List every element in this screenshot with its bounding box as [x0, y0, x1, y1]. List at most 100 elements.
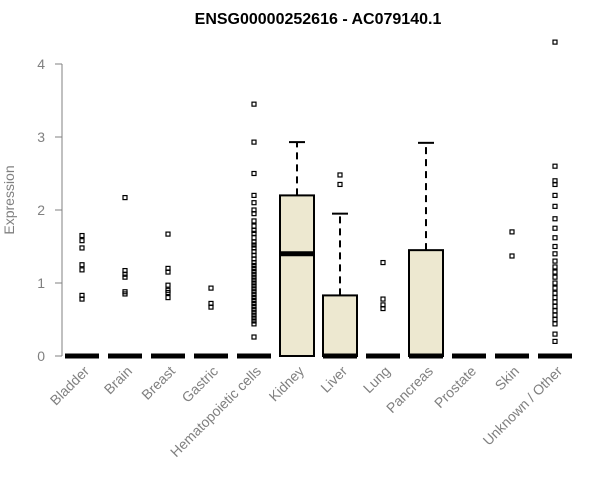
outlier-point: [251, 211, 257, 217]
outlier-point: [251, 312, 257, 318]
outlier-point: [380, 305, 386, 312]
outlier-point: [552, 331, 558, 337]
outlier-point: [552, 308, 558, 314]
outlier-point: [251, 262, 257, 269]
x-tick-label: Lung: [360, 363, 393, 396]
x-tick-label: Unknown / Other: [480, 363, 566, 449]
outlier-point: [552, 280, 558, 286]
box-skin: [495, 229, 529, 359]
box-iqr: [408, 249, 444, 357]
outlier-point: [251, 218, 257, 224]
outlier-point: [552, 299, 558, 305]
box-unknown-other: [538, 39, 572, 359]
outlier-point: [122, 291, 128, 297]
outlier-point: [337, 172, 343, 178]
outlier-point: [79, 238, 85, 244]
outlier-point: [251, 318, 257, 324]
outlier-point: [251, 280, 257, 286]
outlier-point: [251, 292, 257, 298]
outlier-point: [251, 283, 257, 289]
box-iqr: [279, 194, 315, 357]
outlier-point: [251, 239, 257, 245]
outlier-point: [251, 334, 257, 340]
outlier-point: [251, 306, 257, 312]
outlier-point: [552, 303, 558, 309]
outlier-point: [251, 274, 257, 280]
outlier-point: [552, 338, 558, 344]
y-tick-label: 4: [37, 56, 45, 72]
outlier-point: [122, 194, 128, 201]
outlier-point: [251, 297, 257, 304]
outlier-point: [552, 216, 558, 222]
box-hematopoietic-cells: [237, 101, 271, 359]
outlier-point: [552, 316, 558, 323]
outlier-point: [251, 101, 257, 107]
outlier-point: [251, 242, 257, 248]
outlier-point: [208, 285, 214, 291]
y-tick-label: 3: [37, 129, 45, 145]
outlier-point: [79, 232, 85, 239]
x-tick-label: Bladder: [47, 363, 93, 409]
outlier-point: [251, 300, 257, 307]
box-gastric: [194, 285, 228, 359]
outlier-point: [251, 277, 257, 283]
outlier-point: [552, 235, 558, 241]
outlier-point: [509, 253, 515, 259]
outlier-point: [552, 225, 558, 231]
outlier-point: [251, 265, 257, 271]
outlier-point: [79, 267, 85, 273]
y-axis: 0 1 2 3 4: [37, 56, 63, 364]
outlier-point: [552, 269, 558, 275]
outlier-point: [552, 39, 558, 45]
outlier-point: [552, 203, 558, 209]
outlier-point: [251, 295, 257, 301]
outlier-point: [165, 231, 171, 237]
x-tick-label: Pancreas: [383, 363, 436, 416]
outlier-point: [79, 262, 85, 268]
outlier-point: [208, 304, 214, 310]
y-tick-label: 2: [37, 202, 45, 218]
outlier-point: [380, 259, 386, 266]
box-lung: [366, 259, 400, 359]
boxes-layer: [65, 39, 572, 359]
box-iqr: [322, 294, 358, 358]
outlier-point: [122, 271, 128, 277]
outlier-point: [251, 268, 257, 274]
y-tick-label: 0: [37, 348, 45, 364]
box-breast: [151, 231, 185, 359]
outlier-point: [251, 315, 257, 321]
chart-title: ENSG00000252616 - AC079140.1: [195, 11, 442, 28]
outlier-point: [552, 163, 558, 169]
outlier-point: [552, 192, 558, 198]
outlier-point: [251, 309, 257, 315]
outlier-point: [251, 139, 257, 145]
outlier-point: [552, 251, 558, 257]
outlier-point: [251, 223, 257, 229]
outlier-point: [251, 235, 257, 241]
box-liver: [322, 172, 358, 359]
x-tick-label: Skin: [492, 363, 523, 394]
outlier-point: [251, 259, 257, 266]
outlier-point: [165, 295, 171, 301]
x-tick-label: Breast: [138, 363, 178, 403]
x-tick-label: Prostate: [431, 363, 479, 411]
outlier-point: [251, 200, 257, 206]
box-bladder: [65, 232, 99, 359]
y-axis-label: Expression: [1, 165, 17, 234]
outlier-point: [251, 321, 257, 327]
outlier-point: [552, 290, 558, 296]
outlier-point: [552, 295, 558, 301]
outlier-point: [251, 303, 257, 309]
box-brain: [108, 194, 142, 359]
box-pancreas: [408, 141, 444, 359]
y-tick-label: 1: [37, 275, 45, 291]
box-kidney: [279, 141, 315, 357]
outlier-point: [165, 282, 171, 288]
outlier-point: [552, 285, 558, 291]
x-tick-label: Brain: [101, 363, 135, 397]
outlier-point: [122, 274, 128, 280]
x-tick-label: Liver: [317, 363, 350, 396]
outlier-point: [509, 229, 515, 235]
outlier-point: [251, 227, 257, 234]
